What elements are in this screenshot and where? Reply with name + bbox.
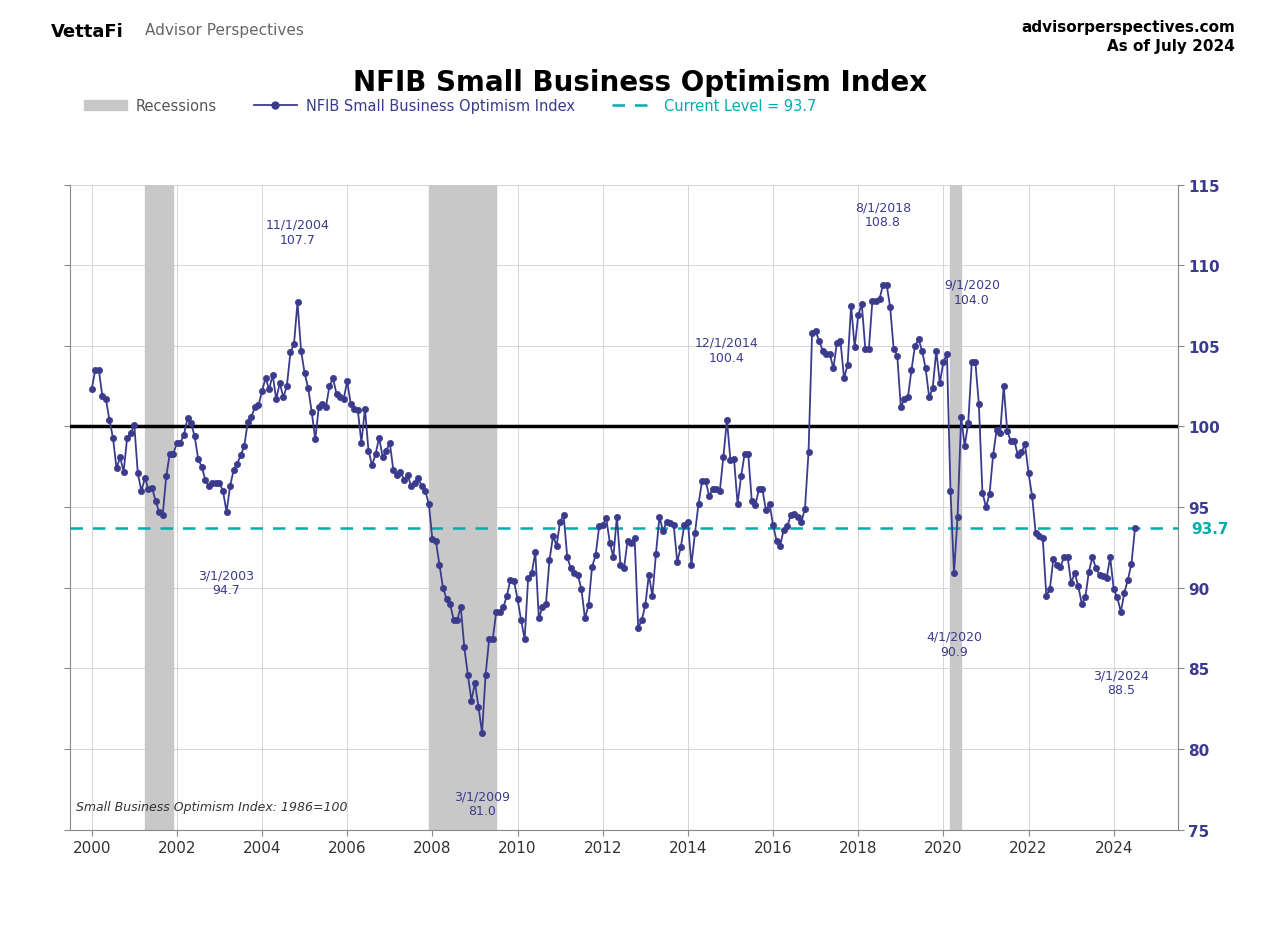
Text: As of July 2024: As of July 2024 (1107, 39, 1235, 54)
Text: 3/1/2003
94.7: 3/1/2003 94.7 (198, 569, 255, 597)
Text: Advisor Perspectives: Advisor Perspectives (145, 23, 303, 38)
Text: 8/1/2018
108.8: 8/1/2018 108.8 (855, 201, 911, 229)
Legend: Recessions, NFIB Small Business Optimism Index, Current Level = 93.7: Recessions, NFIB Small Business Optimism… (78, 93, 822, 120)
Text: 12/1/2014
100.4: 12/1/2014 100.4 (695, 337, 759, 364)
Text: 9/1/2020
104.0: 9/1/2020 104.0 (943, 278, 1000, 306)
Text: Small Business Optimism Index: 1986=100: Small Business Optimism Index: 1986=100 (76, 801, 347, 814)
Text: 93.7: 93.7 (1190, 521, 1229, 536)
Text: advisorperspectives.com: advisorperspectives.com (1021, 20, 1235, 35)
Text: 11/1/2004
107.7: 11/1/2004 107.7 (265, 219, 329, 247)
Text: VettaFi: VettaFi (51, 23, 124, 41)
Text: NFIB Small Business Optimism Index: NFIB Small Business Optimism Index (353, 70, 927, 97)
Text: 3/1/2009
81.0: 3/1/2009 81.0 (454, 790, 509, 818)
Bar (951, 185, 961, 830)
Text: 3/1/2024
88.5: 3/1/2024 88.5 (1093, 668, 1148, 696)
Text: 4/1/2020
90.9: 4/1/2020 90.9 (925, 630, 982, 658)
Bar (145, 185, 173, 830)
Bar (429, 185, 497, 830)
